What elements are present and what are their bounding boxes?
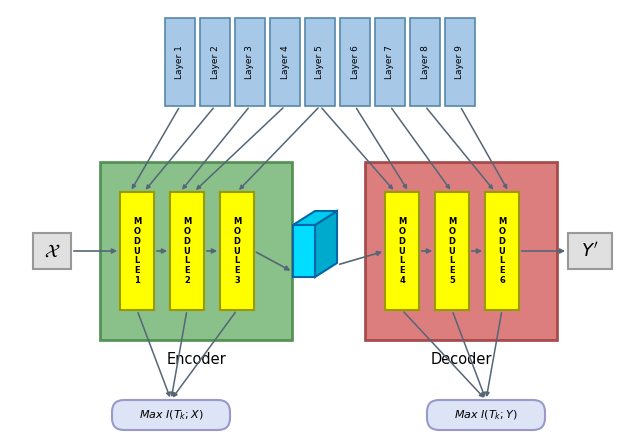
Text: Max $I(T_k;X)$: Max $I(T_k;X)$ [139,408,204,422]
FancyBboxPatch shape [120,192,154,310]
FancyBboxPatch shape [445,18,475,106]
FancyBboxPatch shape [435,192,469,310]
Text: M
O
D
U
L
E
3: M O D U L E 3 [233,218,241,284]
FancyBboxPatch shape [165,18,195,106]
Text: Layer 7: Layer 7 [385,45,394,79]
FancyBboxPatch shape [305,18,335,106]
FancyBboxPatch shape [33,233,71,269]
FancyBboxPatch shape [365,162,557,340]
FancyBboxPatch shape [568,233,612,269]
FancyBboxPatch shape [220,192,254,310]
FancyBboxPatch shape [340,18,370,106]
Text: Layer 3: Layer 3 [246,45,255,79]
Text: $\mathcal{X}$: $\mathcal{X}$ [44,241,60,260]
FancyBboxPatch shape [200,18,230,106]
Polygon shape [315,211,337,277]
FancyBboxPatch shape [410,18,440,106]
Text: Layer 8: Layer 8 [420,45,429,79]
FancyBboxPatch shape [235,18,265,106]
Text: M
O
D
U
L
E
4: M O D U L E 4 [398,218,406,284]
Text: Layer 5: Layer 5 [316,45,324,79]
FancyBboxPatch shape [170,192,204,310]
FancyBboxPatch shape [427,400,545,430]
FancyBboxPatch shape [485,192,519,310]
Text: M
O
D
U
L
E
6: M O D U L E 6 [498,218,506,284]
Text: Decoder: Decoder [430,352,492,367]
Text: M
O
D
U
L
E
1: M O D U L E 1 [133,218,141,284]
FancyBboxPatch shape [100,162,292,340]
Text: M
O
D
U
L
E
2: M O D U L E 2 [183,218,191,284]
FancyBboxPatch shape [112,400,230,430]
Text: Layer 4: Layer 4 [280,45,289,79]
FancyBboxPatch shape [385,192,419,310]
Polygon shape [293,225,315,277]
Text: Layer 6: Layer 6 [351,45,360,79]
Text: M
O
D
U
L
E
5: M O D U L E 5 [448,218,456,284]
Text: $\it{Y}'$: $\it{Y}'$ [581,241,599,260]
Polygon shape [293,211,337,225]
Text: Encoder: Encoder [166,352,226,367]
Text: Layer 9: Layer 9 [456,45,465,79]
Text: Layer 1: Layer 1 [175,45,184,79]
Text: Layer 2: Layer 2 [211,45,220,79]
Text: Max $I(T_k;Y)$: Max $I(T_k;Y)$ [454,408,518,422]
FancyBboxPatch shape [270,18,300,106]
FancyBboxPatch shape [375,18,405,106]
